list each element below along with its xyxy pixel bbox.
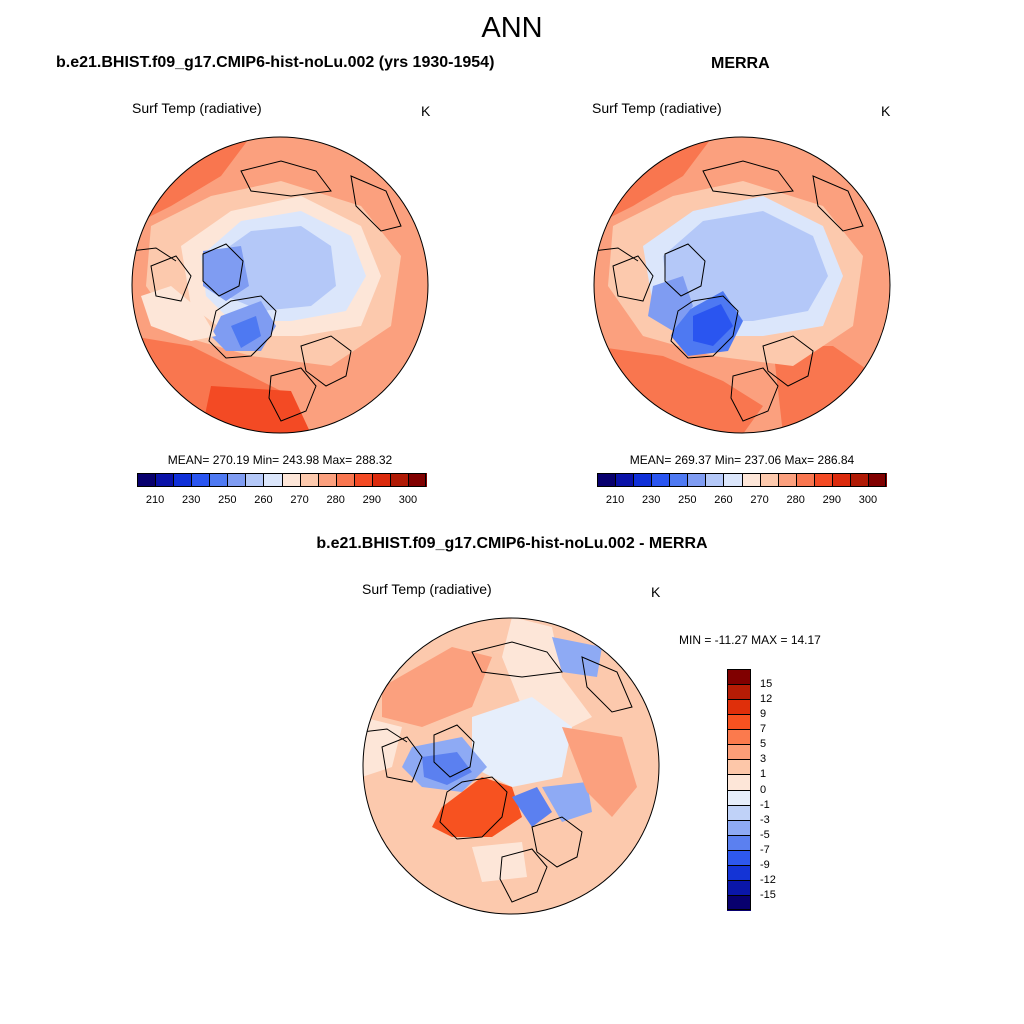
colorbar-swatch: [317, 473, 337, 487]
colorbar-tick-label: 7: [760, 723, 767, 736]
colorbar-swatch: [335, 473, 355, 487]
colorbar-swatch: [227, 473, 247, 487]
colorbar-swatch: [813, 473, 833, 487]
colorbar-tick-label: 3: [760, 753, 767, 766]
colorbar-swatch: [727, 864, 751, 881]
colorbar-swatch: [407, 473, 427, 487]
colorbar-swatch: [687, 473, 707, 487]
panel2-colorbar-ticks: 210 230 250 260 270 280 290 300: [597, 494, 886, 508]
colorbar-tick-label: 12: [760, 693, 773, 706]
panel2-polar-map: [593, 136, 891, 434]
colorbar-swatch: [727, 699, 751, 716]
colorbar-tick-label: 270: [750, 494, 769, 506]
colorbar-tick-label: 250: [678, 494, 697, 506]
colorbar-tick-label: 15: [760, 678, 773, 691]
colorbar-swatch: [727, 744, 751, 761]
colorbar-tick-label: 280: [326, 494, 345, 506]
colorbar-swatch: [727, 714, 751, 731]
colorbar-swatch: [727, 759, 751, 776]
colorbar-tick-label: 260: [714, 494, 733, 506]
colorbar-swatch: [727, 729, 751, 746]
colorbar-swatch: [209, 473, 229, 487]
colorbar-swatch: [727, 804, 751, 821]
colorbar-tick-label: 250: [218, 494, 237, 506]
colorbar-tick-label: 280: [786, 494, 805, 506]
colorbar-swatch: [155, 473, 175, 487]
colorbar-swatch: [669, 473, 689, 487]
colorbar-swatch: [281, 473, 301, 487]
colorbar-tick-label: 0: [760, 783, 767, 796]
colorbar-tick-label: -1: [760, 798, 770, 811]
colorbar-tick-label: 5: [760, 738, 767, 751]
colorbar-swatch: [727, 849, 751, 866]
colorbar-tick-label: 270: [290, 494, 309, 506]
panel2-units: K: [881, 103, 891, 119]
panel1-units: K: [421, 103, 431, 119]
panel3-polar-map: [362, 617, 660, 915]
colorbar-swatch: [831, 473, 851, 487]
colorbar-tick-label: -12: [760, 873, 776, 886]
panel2-variable-label: Surf Temp (radiative): [592, 100, 722, 116]
colorbar-tick-label: -9: [760, 858, 770, 871]
panel1-stats: MEAN= 270.19 Min= 243.98 Max= 288.32: [167, 453, 393, 467]
colorbar-swatch: [173, 473, 193, 487]
colorbar-swatch: [191, 473, 211, 487]
colorbar-swatch: [727, 879, 751, 896]
panel1-colorbar-ticks: 210 230 250 260 270 280 290 300: [137, 494, 426, 508]
panel3-variable-label: Surf Temp (radiative): [362, 581, 492, 597]
colorbar-tick-label: -15: [760, 888, 776, 901]
colorbar-swatch: [727, 789, 751, 806]
panel2-colorbar: [597, 473, 887, 487]
colorbar-tick-label: 290: [822, 494, 841, 506]
colorbar-swatch: [867, 473, 887, 487]
colorbar-swatch: [759, 473, 779, 487]
panel3-units: K: [651, 584, 661, 600]
colorbar-tick-label: -3: [760, 813, 770, 826]
colorbar-swatch: [651, 473, 671, 487]
colorbar-swatch: [723, 473, 743, 487]
colorbar-swatch: [371, 473, 391, 487]
colorbar-swatch: [633, 473, 653, 487]
colorbar-tick-label: 230: [182, 494, 201, 506]
colorbar-swatch: [615, 473, 635, 487]
colorbar-swatch: [705, 473, 725, 487]
colorbar-tick-label: 9: [760, 708, 767, 721]
colorbar-swatch: [741, 473, 761, 487]
colorbar-swatch: [299, 473, 319, 487]
colorbar-swatch: [849, 473, 869, 487]
colorbar-tick-label: -7: [760, 843, 770, 856]
colorbar-swatch: [353, 473, 373, 487]
colorbar-tick-label: 300: [858, 494, 878, 506]
colorbar-swatch: [727, 684, 751, 701]
panel3-stats: MIN = -11.27 MAX = 14.17: [679, 633, 821, 647]
colorbar-tick-label: 260: [254, 494, 273, 506]
colorbar-swatch: [263, 473, 283, 487]
colorbar-swatch: [245, 473, 265, 487]
panel3-colorbar-ticks: 15 12 9 7 5 3 1 0 -1 -3 -5 -7 -9 -12 -15: [760, 669, 800, 910]
panel2-stats: MEAN= 269.37 Min= 237.06 Max= 286.84: [629, 453, 855, 467]
colorbar-swatch: [727, 774, 751, 791]
panel2-case-title: MERRA: [711, 55, 770, 72]
panel3-colorbar: [727, 669, 751, 911]
colorbar-swatch: [389, 473, 409, 487]
panel3-case-title: b.e21.BHIST.f09_g17.CMIP6-hist-noLu.002 …: [316, 535, 708, 552]
colorbar-tick-label: 300: [398, 494, 418, 506]
plot-title: ANN: [481, 12, 543, 44]
colorbar-swatch: [795, 473, 815, 487]
colorbar-tick-label: 290: [362, 494, 381, 506]
colorbar-tick-label: -5: [760, 828, 770, 841]
colorbar-tick-label: 230: [642, 494, 661, 506]
panel1-polar-map: [131, 136, 429, 434]
panel1-colorbar: [137, 473, 427, 487]
panel1-variable-label: Surf Temp (radiative): [132, 100, 262, 116]
colorbar-tick-label: 1: [760, 768, 767, 781]
colorbar-swatch: [727, 834, 751, 851]
colorbar-tick-label: 210: [145, 494, 165, 506]
colorbar-swatch: [777, 473, 797, 487]
colorbar-swatch: [727, 819, 751, 836]
panel1-case-title: b.e21.BHIST.f09_g17.CMIP6-hist-noLu.002 …: [56, 54, 495, 71]
colorbar-swatch: [727, 894, 751, 911]
colorbar-tick-label: 210: [605, 494, 625, 506]
